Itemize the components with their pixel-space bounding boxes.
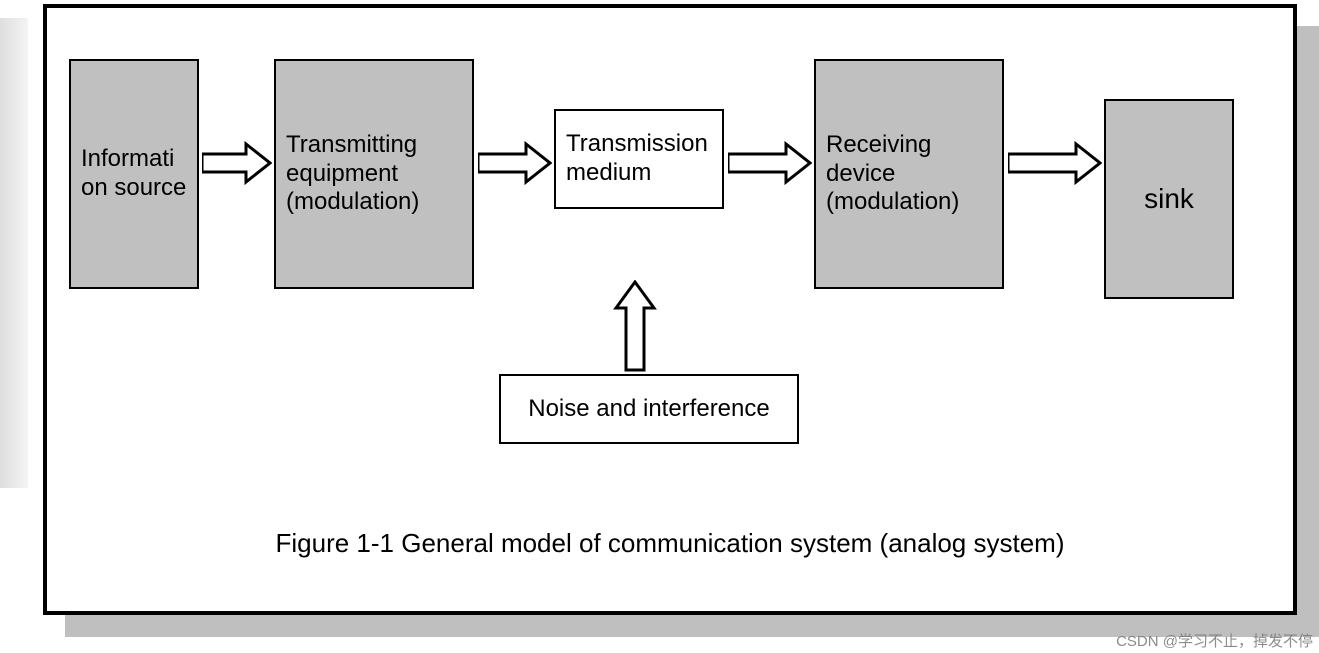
node-label: Information source bbox=[81, 145, 187, 203]
arrow-medium-to-rx bbox=[728, 141, 812, 185]
page-edge-strip bbox=[0, 18, 28, 488]
node-label: Transmission medium bbox=[566, 130, 712, 188]
arrow-source-to-tx bbox=[202, 141, 272, 185]
node-label: Transmitting equipment (modulation) bbox=[286, 131, 462, 217]
node-information-source: Information source bbox=[69, 59, 199, 289]
arrow-noise-to-medium bbox=[613, 280, 657, 372]
node-label: Receiving device (modulation) bbox=[826, 131, 992, 217]
figure-caption: Figure 1-1 General model of communicatio… bbox=[47, 528, 1293, 559]
node-label: sink bbox=[1144, 182, 1194, 216]
arrow-rx-to-sink bbox=[1008, 141, 1102, 185]
node-transmission-medium: Transmission medium bbox=[554, 109, 724, 209]
watermark-text: CSDN @学习不止，掉发不停 bbox=[1116, 630, 1313, 651]
node-sink: sink bbox=[1104, 99, 1234, 299]
node-label: Noise and interference bbox=[528, 395, 769, 424]
node-transmitting-equipment: Transmitting equipment (modulation) bbox=[274, 59, 474, 289]
diagram-frame: Information source Transmitting equipmen… bbox=[43, 4, 1297, 615]
node-receiving-device: Receiving device (modulation) bbox=[814, 59, 1004, 289]
node-noise-interference: Noise and interference bbox=[499, 374, 799, 444]
arrow-tx-to-medium bbox=[478, 141, 552, 185]
frame-shadow-right bbox=[1297, 26, 1319, 637]
